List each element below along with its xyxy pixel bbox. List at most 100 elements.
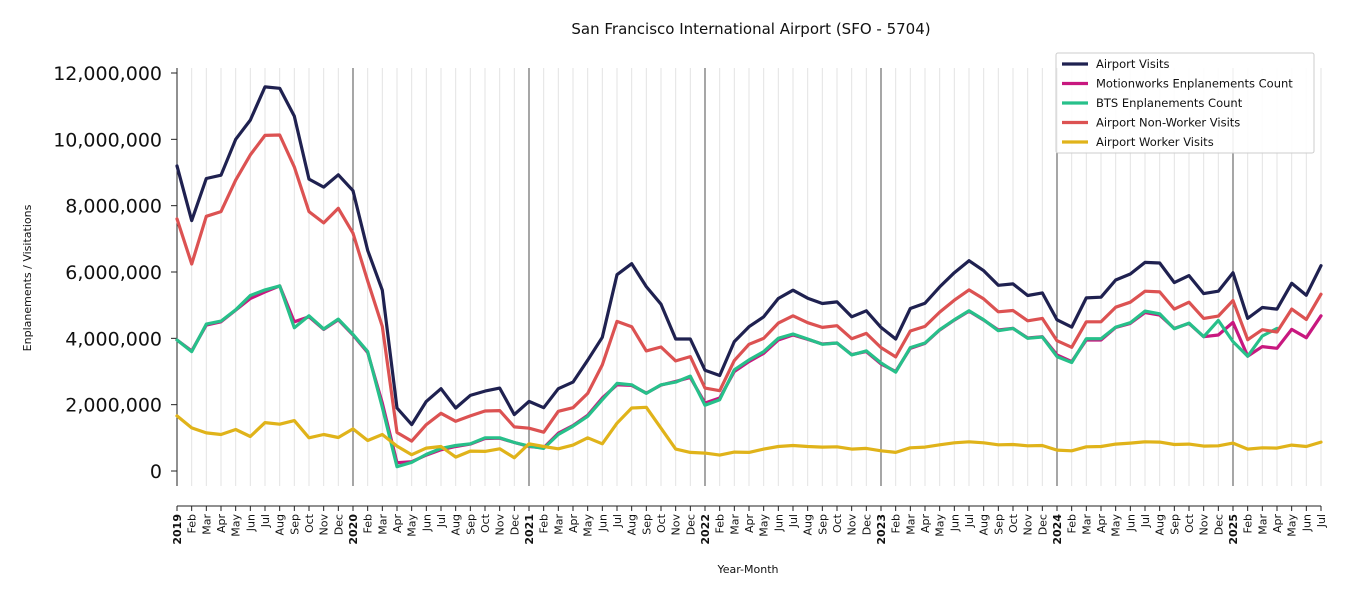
x-month-tick-label: Apr: [1271, 514, 1284, 534]
x-month-tick-label: May: [406, 514, 419, 537]
y-tick-label: 0: [150, 461, 162, 483]
x-month-tick-label: Jul: [963, 514, 976, 528]
x-month-tick-label: Dec: [508, 514, 521, 535]
x-month-tick-label: Dec: [332, 514, 345, 535]
axes: 0 2,000,000 4,000,000 6,000,000 8,000,000 10,…: [53, 63, 1328, 545]
x-month-tick-label: Oct: [479, 513, 492, 533]
x-year-tick-label: 2024: [1051, 514, 1064, 545]
x-month-tick-label: May: [1286, 514, 1299, 537]
x-month-tick-label: Oct: [303, 513, 316, 533]
x-month-tick-label: Aug: [450, 514, 463, 535]
x-month-tick-label: Mar: [552, 514, 565, 535]
x-month-tick-label: Mar: [376, 514, 389, 535]
x-month-tick-label: Oct: [1183, 513, 1196, 533]
y-tick-label: 4,000,000: [65, 328, 162, 350]
y-tick-label: 6,000,000: [65, 262, 162, 284]
x-month-tick-label: Jun: [596, 514, 609, 532]
series-line-airport-non-worker-visits: [175, 133, 1323, 443]
x-month-tick-label: Jun: [420, 514, 433, 532]
x-month-tick-label: Jun: [244, 514, 257, 532]
x-month-tick-label: Feb: [890, 514, 903, 533]
series-line-airport-worker-visits: [175, 405, 1323, 460]
x-month-tick-label: Aug: [1154, 514, 1167, 535]
x-year-tick-label: 2020: [347, 514, 360, 545]
legend-label: Airport Non-Worker Visits: [1096, 116, 1240, 130]
x-month-tick-label: Feb: [1066, 514, 1079, 533]
y-tick-label: 8,000,000: [65, 196, 162, 218]
y-tick-label: 12,000,000: [53, 63, 162, 85]
x-month-tick-label: Aug: [274, 514, 287, 535]
x-month-tick-label: Nov: [318, 514, 331, 536]
x-month-tick-label: Jul: [611, 514, 624, 528]
x-month-tick-label: Apr: [215, 514, 228, 534]
series-line-airport-visits: [175, 85, 1323, 427]
x-month-tick-label: Apr: [1095, 514, 1108, 534]
x-month-tick-label: Mar: [1080, 514, 1093, 535]
x-month-tick-label: Jun: [948, 514, 961, 532]
x-month-tick-label: Nov: [670, 514, 683, 536]
x-month-tick-label: Jun: [1300, 514, 1313, 532]
legend-label: Airport Visits: [1096, 57, 1170, 71]
x-month-tick-label: Oct: [831, 513, 844, 533]
x-month-tick-label: Mar: [1256, 514, 1269, 535]
x-month-tick-label: Sep: [640, 514, 653, 535]
x-year-tick-label: 2022: [699, 514, 712, 545]
y-tick-label: 2,000,000: [65, 395, 162, 417]
x-year-tick-label: 2025: [1227, 514, 1240, 545]
x-month-tick-label: Sep: [1168, 514, 1181, 535]
x-month-tick-label: Sep: [992, 514, 1005, 535]
legend: Airport Visits Motionworks Enplanements C…: [1055, 52, 1315, 154]
x-month-tick-label: May: [1110, 514, 1123, 537]
y-axis-label: Enplanements / Visitations: [21, 204, 34, 351]
x-month-tick-label: Mar: [904, 514, 917, 535]
series-line-bts-enplanements-count: [175, 284, 1279, 469]
x-year-tick-label: 2019: [171, 514, 184, 545]
x-month-tick-label: May: [582, 514, 595, 537]
x-month-tick-label: Sep: [288, 514, 301, 535]
x-month-tick-label: Jul: [787, 514, 800, 528]
x-month-tick-label: May: [758, 514, 771, 537]
x-month-tick-label: Sep: [464, 514, 477, 535]
y-tick-label: 10,000,000: [53, 129, 162, 151]
legend-label: Motionworks Enplanements Count: [1096, 77, 1293, 91]
x-month-tick-label: Nov: [1022, 514, 1035, 536]
legend-label: Airport Worker Visits: [1096, 135, 1214, 149]
x-month-tick-label: Feb: [186, 514, 199, 533]
x-year-tick-label: 2021: [523, 514, 536, 545]
x-month-tick-label: Feb: [714, 514, 727, 533]
x-month-tick-label: Oct: [655, 513, 668, 533]
x-month-tick-label: Nov: [1198, 514, 1211, 536]
x-month-tick-label: Aug: [626, 514, 639, 535]
x-month-tick-label: Feb: [1242, 514, 1255, 533]
x-year-tick-label: 2023: [875, 514, 888, 545]
x-month-tick-label: Apr: [919, 514, 932, 534]
x-month-tick-label: Apr: [743, 514, 756, 534]
x-month-tick-label: Nov: [494, 514, 507, 536]
x-month-tick-label: Jul: [435, 514, 448, 528]
x-month-tick-label: Dec: [1036, 514, 1049, 535]
x-month-tick-label: Nov: [846, 514, 859, 536]
x-month-tick-label: Dec: [684, 514, 697, 535]
legend-label: BTS Enplanements Count: [1096, 96, 1243, 110]
x-month-tick-label: Dec: [860, 514, 873, 535]
legend-box: [1055, 52, 1315, 154]
series-lines: [175, 85, 1323, 469]
x-month-tick-label: Jul: [259, 514, 272, 528]
x-month-tick-label: Feb: [362, 514, 375, 533]
x-month-tick-label: Jul: [1315, 514, 1328, 528]
x-month-tick-label: Oct: [1007, 513, 1020, 533]
x-month-tick-label: Jul: [1139, 514, 1152, 528]
x-month-tick-label: Jun: [772, 514, 785, 532]
chart-title: San Francisco International Airport (SFO…: [571, 20, 930, 38]
x-month-tick-label: Feb: [538, 514, 551, 533]
x-month-tick-label: Apr: [391, 514, 404, 534]
x-month-tick-label: Sep: [816, 514, 829, 535]
x-month-tick-label: Mar: [728, 514, 741, 535]
x-month-tick-label: Aug: [978, 514, 991, 535]
x-month-tick-label: Mar: [200, 514, 213, 535]
x-month-tick-label: Dec: [1212, 514, 1225, 535]
x-axis-label: Year-Month: [716, 563, 778, 576]
x-month-tick-label: Jun: [1124, 514, 1137, 532]
